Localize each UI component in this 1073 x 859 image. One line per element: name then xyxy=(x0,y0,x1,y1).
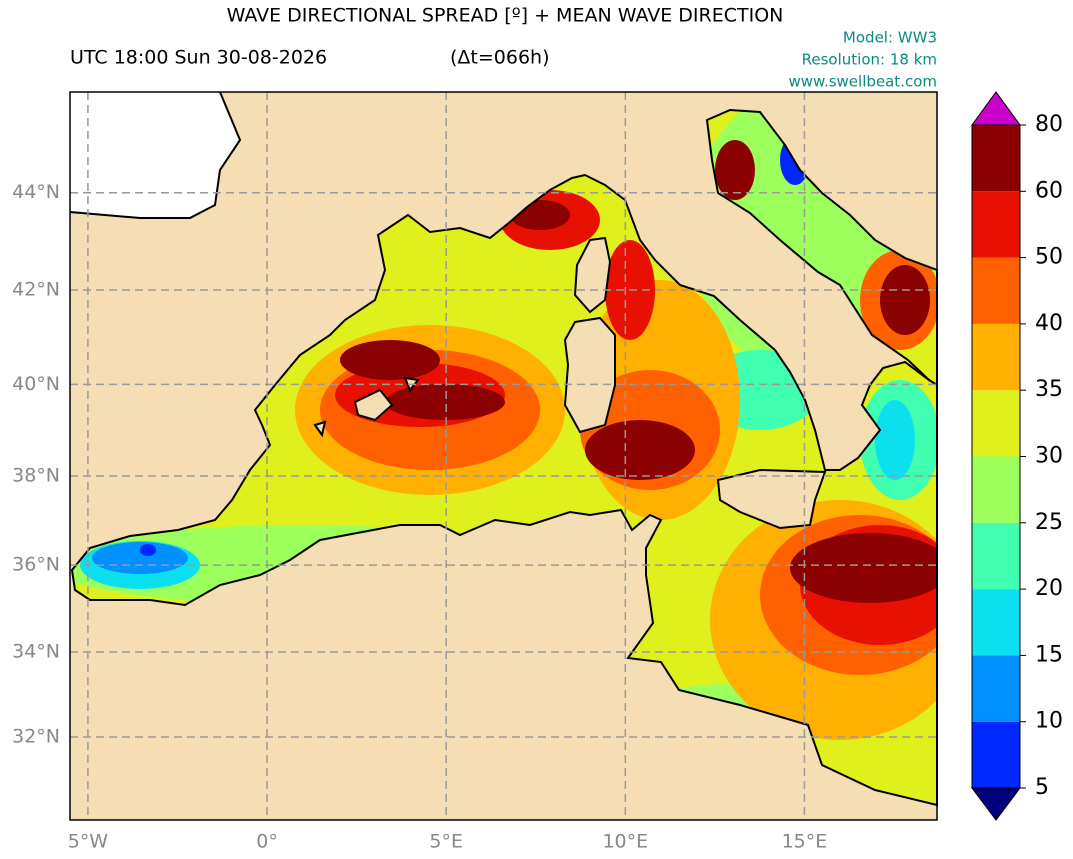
coastline xyxy=(705,108,938,387)
lat-tick-label: 40°N xyxy=(12,373,60,395)
coastlines xyxy=(70,108,938,807)
lat-tick-label: 38°N xyxy=(12,464,60,486)
lat-tick-label: 34°N xyxy=(12,641,60,663)
valid-time: UTC 18:00 Sun 30-08-2026 xyxy=(70,47,327,69)
lat-tick-label: 32°N xyxy=(12,725,60,747)
model-info: Model: WW3 xyxy=(843,29,937,47)
lon-tick-label: 0° xyxy=(256,831,278,853)
field-zone xyxy=(790,533,937,603)
colorbar-tick-label: 5 xyxy=(1035,775,1049,800)
coastline xyxy=(70,173,938,807)
lon-tick-label: 5°W xyxy=(68,831,109,853)
island xyxy=(573,236,612,314)
colorbar-under xyxy=(971,787,1021,821)
title: WAVE DIRECTIONAL SPREAD [º] + MEAN WAVE … xyxy=(227,5,784,27)
colorbar-segment xyxy=(972,191,1020,258)
island xyxy=(716,468,827,530)
field-zone xyxy=(385,384,505,420)
colorbar-segment xyxy=(972,589,1020,656)
colorbar-tick-label: 50 xyxy=(1035,245,1063,270)
colorbar-segment xyxy=(972,125,1020,192)
island xyxy=(313,420,327,438)
lat-tick-label: 42°N xyxy=(12,279,60,301)
colorbar: 5 10 15 20 25 30 35 40 50 60 80 xyxy=(971,91,1063,821)
field-zone xyxy=(715,140,755,200)
colorbar-segment xyxy=(972,323,1020,391)
no-data-area xyxy=(70,92,240,218)
colorbar-tick-label: 30 xyxy=(1035,444,1063,469)
lat-tick-label: 44°N xyxy=(12,181,60,203)
coastline xyxy=(69,91,242,219)
colorbar-segment xyxy=(972,257,1020,324)
colorbar-tick-label: 25 xyxy=(1035,510,1063,535)
map-frame xyxy=(69,91,938,821)
colorbar-segment xyxy=(972,456,1020,523)
field-zone xyxy=(340,340,440,380)
website: www.swellbeat.com xyxy=(789,73,937,91)
field-zone xyxy=(92,542,188,574)
field-zone xyxy=(140,544,156,556)
grid xyxy=(70,92,937,820)
resolution-info: Resolution: 18 km xyxy=(802,51,937,69)
colorbar-segment xyxy=(972,390,1020,457)
lat-tick-label: 36°N xyxy=(12,554,60,576)
colorbar-tick-label: 40 xyxy=(1035,311,1063,336)
field-zone xyxy=(880,265,930,335)
colorbar-tick-label: 35 xyxy=(1035,377,1063,402)
colorbar-segment xyxy=(972,721,1020,788)
lon-tick-label: 5°E xyxy=(429,831,463,853)
colorbar-tick-label: 15 xyxy=(1035,642,1063,667)
island xyxy=(353,388,394,422)
island xyxy=(563,316,616,434)
colorbar-tick-label: 80 xyxy=(1035,112,1063,137)
colorbar-segment xyxy=(972,522,1020,590)
colorbar-tick-label: 60 xyxy=(1035,178,1063,203)
lead-time: (Δt=066h) xyxy=(450,47,550,69)
colorbar-tick-label: 10 xyxy=(1035,709,1063,734)
colorbar-over xyxy=(971,91,1021,126)
lon-tick-label: 10°E xyxy=(602,831,648,853)
colorbar-tick-label: 20 xyxy=(1035,576,1063,601)
field-zone xyxy=(875,400,915,480)
lon-tick-label: 15°E xyxy=(782,831,828,853)
field-zone xyxy=(585,420,695,480)
colorbar-segment xyxy=(972,655,1020,722)
